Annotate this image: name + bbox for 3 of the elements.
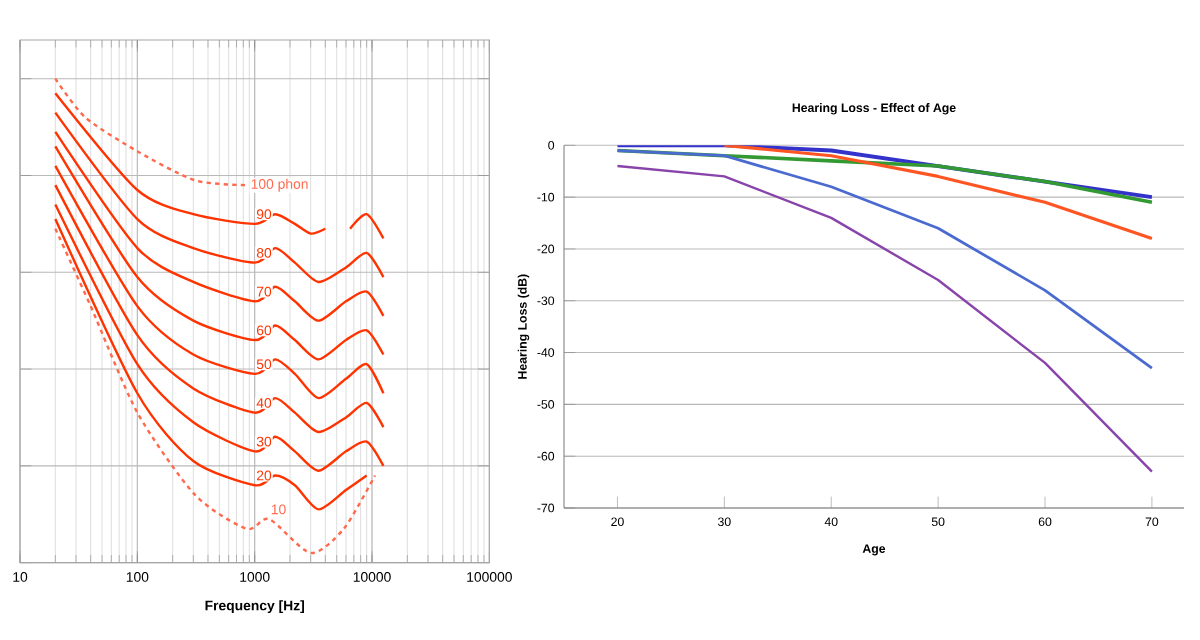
line-series — [616, 164, 1154, 473]
line-series — [722, 145, 1154, 241]
line-series — [616, 149, 1154, 370]
